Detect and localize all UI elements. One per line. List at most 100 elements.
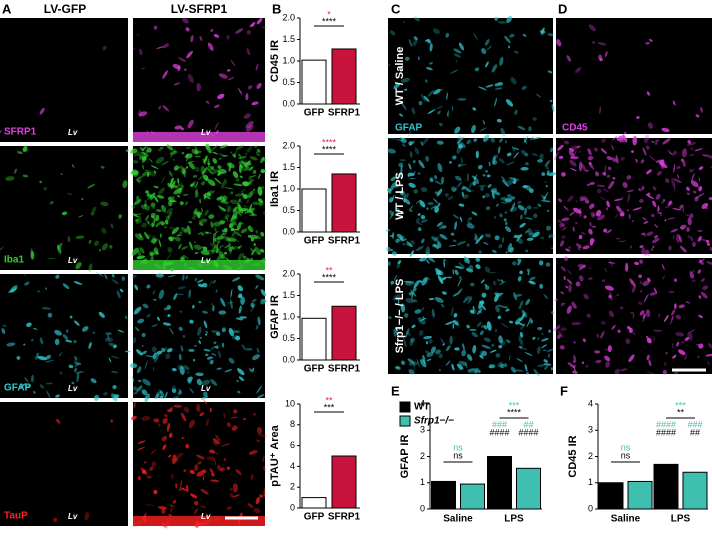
cell-signal [528,126,532,132]
cell-signal [65,339,73,343]
cell-signal [196,83,202,92]
cell-signal [184,406,190,413]
cell-signal [35,352,39,360]
cell-signal [213,341,217,345]
cell-signal [236,221,242,231]
cell-signal [188,241,194,251]
cell-signal [559,240,565,247]
cell-signal [641,185,645,191]
cell-signal [615,213,618,219]
cell-signal [447,196,454,200]
cell-signal [137,250,142,258]
cell-signal [219,245,224,248]
cell-signal [110,419,113,423]
x-tick-label: GFP [304,512,325,523]
cell-signal [395,207,400,214]
cell-signal [478,300,484,310]
cell-signal [188,419,195,429]
cell-signal [194,464,199,472]
cell-signal [167,275,176,278]
cell-signal [37,290,40,293]
cell-signal [159,395,164,399]
cell-signal [563,256,569,262]
cell-signal [201,208,203,213]
cell-signal [507,193,512,198]
cell-signal [513,292,517,301]
cell-signal [526,205,532,210]
cell-signal [672,150,677,155]
cell-signal [22,174,29,178]
cell-signal [389,210,394,217]
cell-signal [619,306,624,310]
cell-signal [144,504,155,506]
y-tick-label: 0.5 [282,333,295,343]
cell-signal [494,216,496,219]
cell-signal [200,250,210,256]
cell-signal [682,148,687,158]
cell-signal [130,148,138,154]
cell-signal [141,171,148,177]
cell-signal [104,273,108,280]
cell-signal [131,169,139,175]
cell-signal [420,214,426,220]
bar [431,480,456,510]
cell-signal [452,322,455,329]
cell-signal [211,246,216,254]
cell-signal [256,151,259,156]
cell-signal [418,280,423,283]
cell-signal [478,250,482,254]
cell-signal [226,301,235,304]
cell-signal [178,187,183,195]
cell-signal [201,310,209,314]
cell-signal [481,344,491,349]
cell-signal [525,162,529,166]
micrograph [130,143,267,272]
ventricle-band [133,516,265,526]
cell-signal [160,233,162,238]
cell-signal [133,386,138,391]
cell-signal [420,219,428,223]
cell-signal [647,192,651,196]
cell-signal [218,73,228,79]
cell-signal [171,226,175,235]
cell-signal [204,333,208,336]
cell-signal [467,172,469,182]
cell-signal [243,255,246,259]
cell-signal [205,100,210,104]
cell-signal [691,168,695,172]
cell-signal [679,204,684,210]
cell-signal [157,506,168,510]
cell-signal [397,173,401,178]
panel-letter: A [2,1,12,16]
cell-signal [499,138,503,143]
cell-signal [144,360,148,370]
cell-signal [645,335,651,342]
cell-signal [454,347,460,351]
cell-signal [642,147,647,156]
cell-signal [403,280,413,283]
cell-signal [178,488,182,491]
cell-signal [649,155,657,162]
cell-signal [87,184,96,189]
cell-signal [655,139,660,142]
cell-signal [194,277,198,282]
cell-signal [136,34,140,36]
cell-signal [237,390,241,394]
image-background [133,18,265,142]
cell-signal [532,231,540,238]
panel-letter: D [558,1,567,16]
cell-signal [483,337,491,343]
cell-signal [233,215,238,220]
cell-signal [546,348,554,352]
cell-signal [388,137,397,140]
cell-signal [475,150,479,159]
cell-signal [653,329,662,332]
cell-signal [408,369,415,375]
cell-signal [210,28,214,32]
cell-signal [260,298,267,305]
cell-signal [144,203,147,207]
cell-signal [169,504,178,508]
cell-signal [644,235,647,237]
ventricle-band [133,260,265,270]
cell-signal [629,278,636,287]
